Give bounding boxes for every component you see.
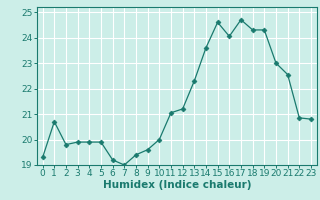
X-axis label: Humidex (Indice chaleur): Humidex (Indice chaleur) <box>102 180 251 190</box>
